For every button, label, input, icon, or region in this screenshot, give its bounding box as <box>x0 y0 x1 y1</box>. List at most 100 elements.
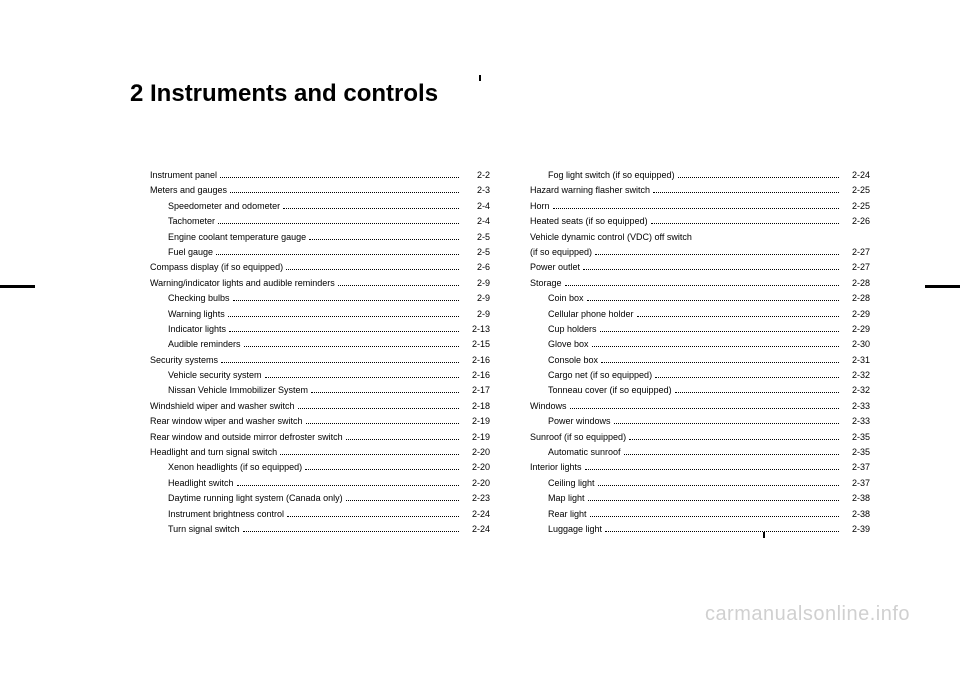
toc-leader-dots <box>244 346 459 347</box>
toc-entry-label: Vehicle dynamic control (VDC) off switch <box>530 230 692 244</box>
toc-leader-dots <box>595 254 839 255</box>
toc-leader-dots <box>305 469 459 470</box>
toc-leader-dots <box>218 223 459 224</box>
toc-entry-page: 2-18 <box>462 399 490 413</box>
crop-mark-left <box>0 285 35 288</box>
toc-leader-dots <box>283 208 459 209</box>
toc-entry-label: Headlight switch <box>168 476 234 490</box>
toc-entry-label: Rear light <box>548 507 587 521</box>
toc-leader-dots <box>565 285 839 286</box>
toc-entry-page: 2-26 <box>842 214 870 228</box>
toc-entry-page: 2-20 <box>462 445 490 459</box>
toc-entry-page: 2-37 <box>842 476 870 490</box>
toc-entry-page: 2-27 <box>842 260 870 274</box>
crop-mark-top <box>479 75 481 81</box>
toc-entry: Windows 2-33 <box>530 399 870 413</box>
toc-entry-page: 2-19 <box>462 430 490 444</box>
toc-entry: Headlight and turn signal switch 2-20 <box>150 445 490 459</box>
toc-entry-label: Headlight and turn signal switch <box>150 445 277 459</box>
toc-entry-label: Ceiling light <box>548 476 595 490</box>
toc-leader-dots <box>601 362 839 363</box>
toc-entry-label: Glove box <box>548 337 589 351</box>
crop-mark-right <box>925 285 960 288</box>
toc-entry-page: 2-32 <box>842 368 870 382</box>
toc-entry-label: Instrument brightness control <box>168 507 284 521</box>
toc-entry-page: 2-16 <box>462 353 490 367</box>
toc-entry: Indicator lights2-13 <box>150 322 490 336</box>
toc-entry: Rear window and outside mirror defroster… <box>150 430 490 444</box>
toc-entry-label: Storage <box>530 276 562 290</box>
toc-entry-label: Coin box <box>548 291 584 305</box>
toc-leader-dots <box>675 392 839 393</box>
toc-entry-label: Console box <box>548 353 598 367</box>
toc-entry-label: Power outlet <box>530 260 580 274</box>
toc-entry-page: 2-19 <box>462 414 490 428</box>
toc-entry-page: 2-28 <box>842 291 870 305</box>
toc-entry-page: 2-29 <box>842 307 870 321</box>
toc-leader-dots <box>605 531 839 532</box>
toc-entry-page: 2-24 <box>462 522 490 536</box>
toc-entry-label: Tonneau cover (if so equipped) <box>548 383 672 397</box>
toc-entry-page: 2-35 <box>842 445 870 459</box>
toc-entry: Heated seats (if so equipped)2-26 <box>530 214 870 228</box>
toc-leader-dots <box>228 316 459 317</box>
toc-entry-page: 2-13 <box>462 322 490 336</box>
toc-entry: Glove box2-30 <box>530 337 870 351</box>
toc-entry: (if so equipped)2-27 <box>530 245 870 259</box>
toc-leader-dots <box>311 392 459 393</box>
toc-entry-page: 2-33 <box>842 399 870 413</box>
toc-leader-dots <box>237 485 459 486</box>
toc-entry-page: 2-33 <box>842 414 870 428</box>
toc-entry-page: 2-4 <box>462 199 490 213</box>
toc-entry: Audible reminders2-15 <box>150 337 490 351</box>
toc-leader-dots <box>598 485 839 486</box>
toc-entry: Tachometer2-4 <box>150 214 490 228</box>
toc-leader-dots <box>588 500 839 501</box>
toc-entry: Warning/indicator lights and audible rem… <box>150 276 490 290</box>
toc-leader-dots <box>592 346 839 347</box>
toc-entry: Warning lights2-9 <box>150 307 490 321</box>
toc-leader-dots <box>600 331 839 332</box>
toc-entry-label: Power windows <box>548 414 611 428</box>
toc-entry-page: 2-20 <box>462 460 490 474</box>
toc-entry-label: Warning/indicator lights and audible rem… <box>150 276 335 290</box>
toc-entry-label: Fog light switch (if so equipped) <box>548 168 675 182</box>
toc-entry-label: Vehicle security system <box>168 368 262 382</box>
toc-entry-label: Interior lights <box>530 460 582 474</box>
toc-entry: Sunroof (if so equipped)2-35 <box>530 430 870 444</box>
toc-entry-page: 2-38 <box>842 507 870 521</box>
toc-entry-page: 2-2 <box>462 168 490 182</box>
toc-entry-page: 2-24 <box>842 168 870 182</box>
toc-entry-page: 2-32 <box>842 383 870 397</box>
toc-leader-dots <box>570 408 839 409</box>
toc-entry: Windshield wiper and washer switch2-18 <box>150 399 490 413</box>
toc-entry: Horn2-25 <box>530 199 870 213</box>
toc-entry: Nissan Vehicle Immobilizer System2-17 <box>150 383 490 397</box>
toc-entry-page: 2-6 <box>462 260 490 274</box>
toc-entry-label: Sunroof (if so equipped) <box>530 430 626 444</box>
toc-leader-dots <box>653 192 839 193</box>
toc-left-column: Instrument panel2-2Meters and gauges2-3S… <box>150 168 490 537</box>
toc-entry: Ceiling light 2-37 <box>530 476 870 490</box>
toc-entry-page: 2-25 <box>842 183 870 197</box>
toc-entry-label: Rear window and outside mirror defroster… <box>150 430 343 444</box>
toc-entry-page: 2-5 <box>462 245 490 259</box>
toc-entry: Coin box 2-28 <box>530 291 870 305</box>
toc-entry-label: Cup holders <box>548 322 597 336</box>
toc-entry-label: Windows <box>530 399 567 413</box>
toc-leader-dots <box>583 269 839 270</box>
document-page: 2 Instruments and controls Instrument pa… <box>0 0 960 678</box>
toc-leader-dots <box>230 192 459 193</box>
toc-entry-page: 2-27 <box>842 245 870 259</box>
toc-entry: Vehicle dynamic control (VDC) off switch <box>530 230 870 244</box>
toc-leader-dots <box>298 408 459 409</box>
table-of-contents: Instrument panel2-2Meters and gauges2-3S… <box>70 168 890 537</box>
toc-entry: Fuel gauge2-5 <box>150 245 490 259</box>
toc-right-column: Fog light switch (if so equipped)2-24Haz… <box>530 168 870 537</box>
toc-entry-page: 2-23 <box>462 491 490 505</box>
toc-leader-dots <box>629 439 839 440</box>
toc-leader-dots <box>338 285 459 286</box>
toc-entry-label: Compass display (if so equipped) <box>150 260 283 274</box>
toc-leader-dots <box>346 500 459 501</box>
toc-entry-page: 2-9 <box>462 276 490 290</box>
